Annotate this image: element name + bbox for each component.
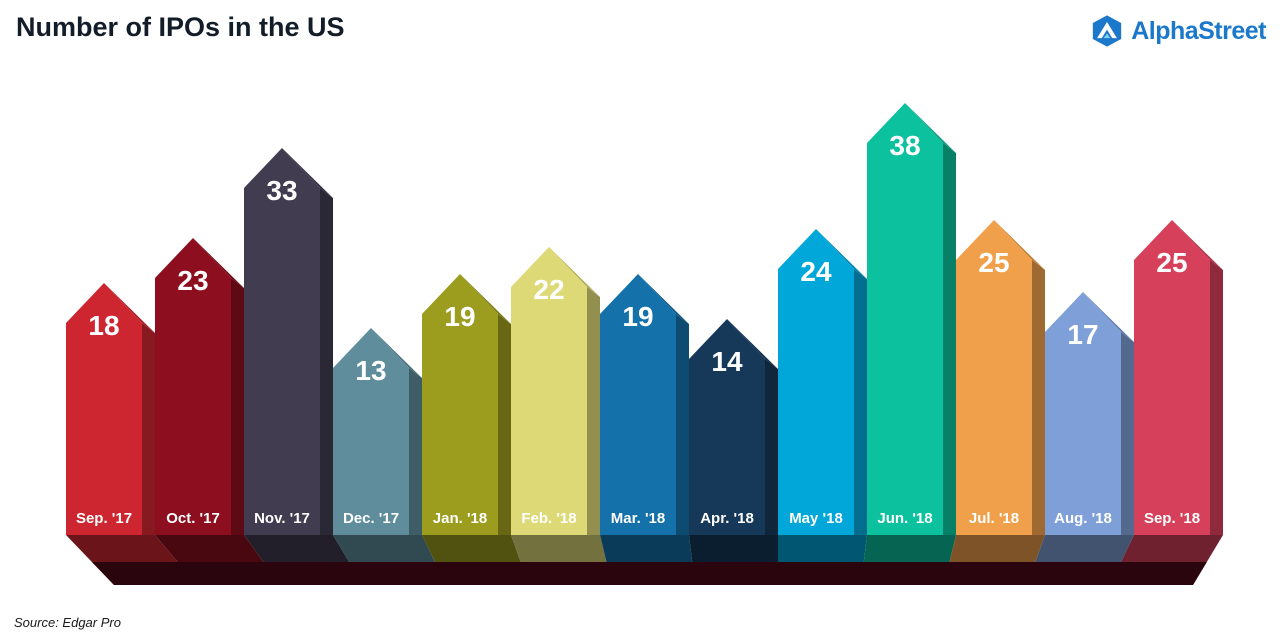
bar-front bbox=[1045, 292, 1121, 535]
bar-category-label: Oct. '17 bbox=[166, 510, 220, 527]
bar-roof-face bbox=[638, 274, 689, 324]
bar-roof-face bbox=[1083, 292, 1134, 342]
bar-side-face bbox=[498, 314, 511, 535]
bar-category-label: Jun. '18 bbox=[877, 510, 932, 527]
bar-roof-face bbox=[727, 319, 778, 369]
bar-front bbox=[689, 319, 765, 535]
bar-roof-face bbox=[994, 220, 1045, 270]
bar-roof-face bbox=[371, 328, 422, 378]
bar-value-label: 13 bbox=[355, 355, 386, 386]
brand-name: AlphaStreet bbox=[1131, 16, 1266, 45]
bar-front bbox=[422, 274, 498, 535]
bar-category-label: Dec. '17 bbox=[343, 510, 399, 527]
bar-value-label: 19 bbox=[622, 301, 653, 332]
bar-category-label: Apr. '18 bbox=[700, 510, 754, 527]
bar-side-face bbox=[1121, 332, 1134, 535]
bar-front bbox=[600, 274, 676, 535]
bar-category-label: Sep. '17 bbox=[76, 510, 132, 527]
bar-roof-face bbox=[193, 238, 244, 288]
bar-category-label: Mar. '18 bbox=[611, 510, 665, 527]
bar-value-label: 23 bbox=[177, 265, 208, 296]
bar-value-label: 24 bbox=[800, 256, 832, 287]
bar-front bbox=[778, 229, 854, 535]
bar-roof-face bbox=[282, 148, 333, 198]
bar-value-label: 22 bbox=[533, 274, 564, 305]
bar-value-label: 19 bbox=[444, 301, 475, 332]
platform-front-band bbox=[91, 562, 1207, 585]
bar-category-label: Feb. '18 bbox=[521, 510, 576, 527]
bar-front bbox=[956, 220, 1032, 535]
bar-category-label: Jul. '18 bbox=[969, 510, 1019, 527]
bar-value-label: 17 bbox=[1067, 319, 1098, 350]
bar-roof-face bbox=[816, 229, 867, 279]
bar-value-label: 25 bbox=[1156, 247, 1187, 278]
bar-side-face bbox=[142, 323, 155, 535]
bar-category-label: Jan. '18 bbox=[433, 510, 487, 527]
bar-side-face bbox=[320, 188, 333, 535]
bar-front bbox=[155, 238, 231, 535]
bar-front bbox=[333, 328, 409, 535]
bar-front bbox=[867, 103, 943, 535]
bar-category-label: Aug. '18 bbox=[1054, 510, 1112, 527]
bar-roof-face bbox=[549, 247, 600, 297]
bar-value-label: 25 bbox=[978, 247, 1009, 278]
bar-front bbox=[244, 148, 320, 535]
bar-side-face bbox=[409, 368, 422, 535]
bar-value-label: 18 bbox=[88, 310, 119, 341]
bar-side-face bbox=[1032, 260, 1045, 535]
bar-front bbox=[1134, 220, 1210, 535]
bar-front bbox=[66, 283, 142, 535]
page-title: Number of IPOs in the US bbox=[16, 12, 345, 42]
bar-roof-face bbox=[905, 103, 956, 153]
bar-value-label: 14 bbox=[711, 346, 743, 377]
bar-roof-face bbox=[1172, 220, 1223, 270]
bar-side-face bbox=[231, 278, 244, 535]
bar-value-label: 38 bbox=[889, 130, 920, 161]
bar-side-face bbox=[854, 269, 867, 535]
bar-side-face bbox=[943, 143, 956, 535]
bar-roof-face bbox=[104, 283, 155, 333]
bar-side-face bbox=[676, 314, 689, 535]
bar-side-face bbox=[765, 359, 778, 535]
bar-value-label: 33 bbox=[266, 175, 297, 206]
bar-category-label: Nov. '17 bbox=[254, 510, 310, 527]
bar-category-label: May '18 bbox=[789, 510, 843, 527]
bar-roof-face bbox=[460, 274, 511, 324]
bar-front bbox=[511, 247, 587, 535]
bar-side-face bbox=[1210, 260, 1223, 535]
source-note: Source: Edgar Pro bbox=[14, 615, 121, 630]
bar-side-face bbox=[587, 287, 600, 535]
bar-category-label: Sep. '18 bbox=[1144, 510, 1200, 527]
brand-logo: AlphaStreet bbox=[1090, 14, 1266, 48]
alphastreet-logo-icon bbox=[1090, 14, 1124, 48]
